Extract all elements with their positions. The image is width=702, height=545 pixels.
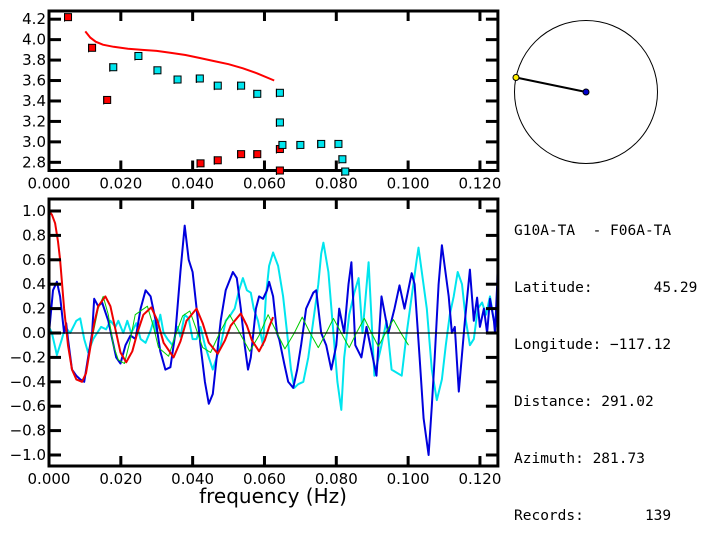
x-tick-label: 0.020 (99, 470, 142, 488)
cyan-point (275, 118, 284, 127)
cyan-point (338, 155, 347, 164)
distance-label: Distance: (514, 394, 593, 410)
x-tick-label: 0.000 (28, 175, 71, 193)
y-tick-label: 0.0 (22, 324, 46, 342)
y-tick-label: 3.8 (22, 51, 46, 69)
y-tick-label: 3.0 (22, 133, 46, 151)
red-point (64, 13, 73, 22)
azimuth-label: Azimuth: (514, 451, 584, 467)
cyan-point (275, 88, 284, 97)
correlation-plot: 0.000 0.020 0.040 0.060 0.080 0.100 0.120 −1.0 −… (10, 197, 501, 508)
x-tick-label: 0.080 (315, 470, 358, 488)
cyan-point (253, 89, 262, 98)
y-tick-label: 3.6 (22, 72, 46, 90)
cyan-point (317, 139, 326, 148)
cyan-curve (49, 241, 498, 411)
direction-marker (512, 73, 520, 81)
y-tick-label: 3.4 (22, 92, 46, 110)
x-tick-label: 0.040 (171, 175, 214, 193)
distance-row: Distance: 291.02 (514, 393, 697, 412)
cyan-point (341, 167, 350, 176)
y-tick-label: 0.4 (22, 275, 46, 293)
x-tick-label: 0.060 (243, 175, 286, 193)
red-point (213, 156, 222, 165)
y-tick-label: 2.8 (22, 153, 46, 171)
station-marker (582, 88, 590, 96)
y-tick-label: −0.6 (10, 397, 46, 415)
plot-frame (47, 9, 500, 172)
records-label: Records: (514, 508, 584, 524)
cyan-point (296, 140, 305, 149)
distance-value: 291.02 (592, 394, 654, 410)
x-tick-label: 0.020 (99, 175, 142, 193)
blue-curve (49, 220, 498, 456)
cyan-point (334, 139, 343, 148)
y-tick-label: −1.0 (10, 446, 46, 464)
red-point (253, 150, 262, 159)
longitude-row: Longitude: −117.12 (514, 336, 697, 355)
station-info-panel: G10A-TA - F06A-TA Latitude: 45.29 Longit… (514, 184, 697, 545)
x-tick-label: 0.120 (458, 470, 501, 488)
latitude-row: Latitude: 45.29 (514, 279, 697, 298)
y-tick-label: 3.2 (22, 112, 46, 130)
cyan-point (134, 51, 143, 60)
cyan-point (173, 75, 182, 84)
y-tick-label: −0.2 (10, 348, 46, 366)
y-tick-label: 0.8 (22, 226, 46, 244)
red-point (103, 95, 112, 104)
x-tick-label: 0.120 (458, 175, 501, 193)
azimuth-row: Azimuth: 281.73 (514, 450, 697, 469)
y-tick-label: −0.8 (10, 422, 46, 440)
x-tick-label: 0.060 (243, 470, 286, 488)
latitude-label: Latitude: (514, 280, 593, 296)
cyan-point (237, 81, 246, 90)
y-tick-label: 4.2 (22, 10, 46, 28)
station-pair-title: G10A-TA - F06A-TA (514, 223, 672, 239)
records-value: 139 (583, 508, 672, 524)
red-point (237, 150, 246, 159)
x-tick-label: 0.100 (387, 175, 430, 193)
x-tick-label: 0.040 (171, 470, 214, 488)
azimuth-line (515, 76, 587, 93)
cyan-point (278, 140, 287, 149)
x-tick-label: 0.100 (387, 470, 430, 488)
x-axis-title: frequency (Hz) (199, 484, 347, 508)
red-point (196, 159, 205, 168)
azimuth-circle (514, 20, 658, 164)
y-tick-label: 4.0 (22, 31, 46, 49)
azimuth-diagram (512, 20, 658, 164)
red-point (88, 43, 97, 52)
figure-canvas: 0.000 0.020 0.040 0.060 0.080 0.100 0.120 2.8 3.… (10, 9, 658, 508)
red-dispersion-curve (84, 30, 275, 82)
y-tick-label: 0.2 (22, 300, 46, 318)
x-tick-label: 0.000 (28, 470, 71, 488)
cyan-point (153, 66, 162, 75)
cyan-point (213, 81, 222, 90)
phase-velocity-plot: 0.000 0.020 0.040 0.060 0.080 0.100 0.120 2.8 3.… (22, 9, 501, 193)
cyan-point (109, 63, 118, 72)
y-tick-label: 0.6 (22, 251, 46, 269)
azimuth-value: 281.73 (583, 451, 645, 467)
y-tick-label: −0.4 (10, 373, 46, 391)
latitude-value: 45.29 (592, 280, 698, 296)
red-point (275, 166, 284, 175)
x-tick-label: 0.080 (315, 175, 358, 193)
longitude-label: Longitude: (514, 337, 602, 353)
cyan-point (195, 74, 204, 83)
longitude-value: −117.12 (601, 337, 672, 353)
records-row: Records: 139 (514, 507, 697, 526)
y-tick-label: 1.0 (22, 202, 46, 220)
